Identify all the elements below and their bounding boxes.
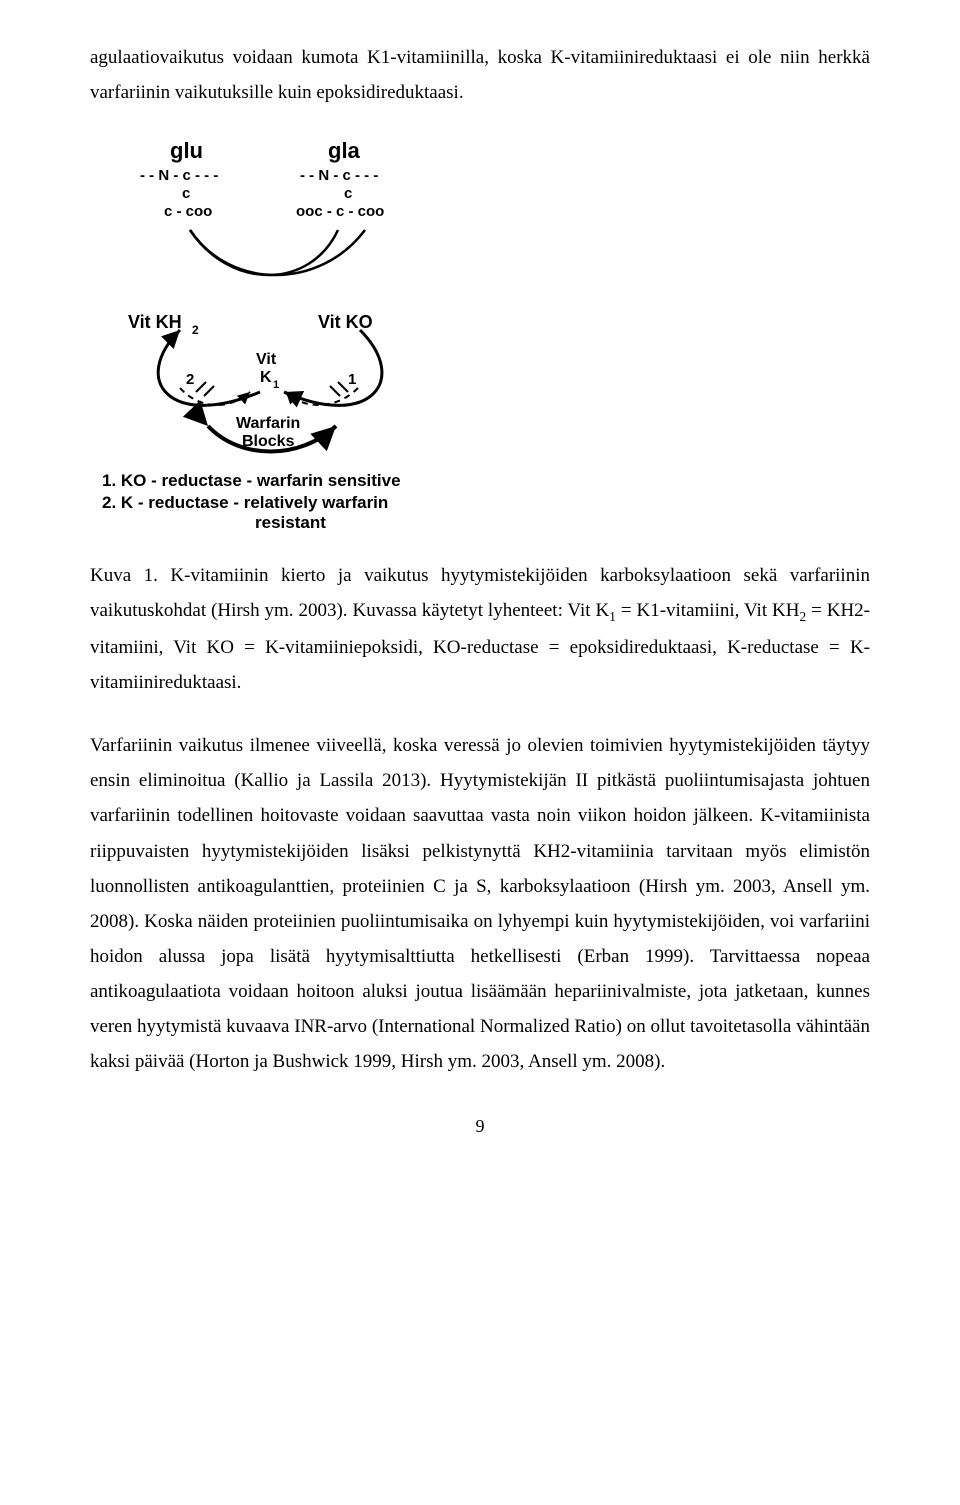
svg-text:ooc - c - coo: ooc - c - coo [296,203,384,220]
svg-text:resistant: resistant [255,513,326,532]
svg-text:2. K - reductase - relativ: 2. K - reductase - relatively warfarin [102,493,388,512]
figure-caption: Kuva 1. K-vitamiinin kierto ja vaikutus … [90,558,870,700]
svg-text:Warfarin: Warfarin [236,415,300,432]
svg-text:2: 2 [186,371,194,388]
svg-text:gla: gla [328,138,361,163]
paragraph-3: Varfariinin vaikutus ilmenee viiveellä, … [90,728,870,1079]
svg-text:- - N - c - - -: - - N - c - - - [300,167,378,184]
vitamin-k-cycle-diagram: glugla- - N - c - - -cc - coo- - N - c -… [90,130,480,540]
page: agulaatiovaikutus voidaan kumota K1-vita… [0,0,960,1177]
diagram-svg: glugla- - N - c - - -cc - coo- - N - c -… [90,130,480,540]
page-number: 9 [90,1116,870,1137]
svg-text:1. KO - reductase - warfarin: 1. KO - reductase - warfarin sensitive [102,471,401,490]
svg-text:2: 2 [192,323,199,337]
svg-text:c - coo: c - coo [164,203,212,220]
paragraph-1: agulaatiovaikutus voidaan kumota K1-vita… [90,40,870,110]
svg-text:1: 1 [348,371,356,388]
svg-text:- - N - c - - -: - - N - c - - - [140,167,218,184]
svg-text:1: 1 [273,379,279,391]
svg-text:c: c [344,185,352,202]
svg-text:Blocks: Blocks [242,433,295,450]
svg-text:K: K [260,369,272,386]
svg-text:Vit: Vit [256,351,277,368]
svg-text:c: c [182,185,190,202]
svg-text:glu: glu [170,138,203,163]
svg-text:Vit KH: Vit KH [128,312,182,332]
figure-1: glugla- - N - c - - -cc - coo- - N - c -… [90,130,870,540]
svg-text:Vit KO: Vit KO [318,312,373,332]
